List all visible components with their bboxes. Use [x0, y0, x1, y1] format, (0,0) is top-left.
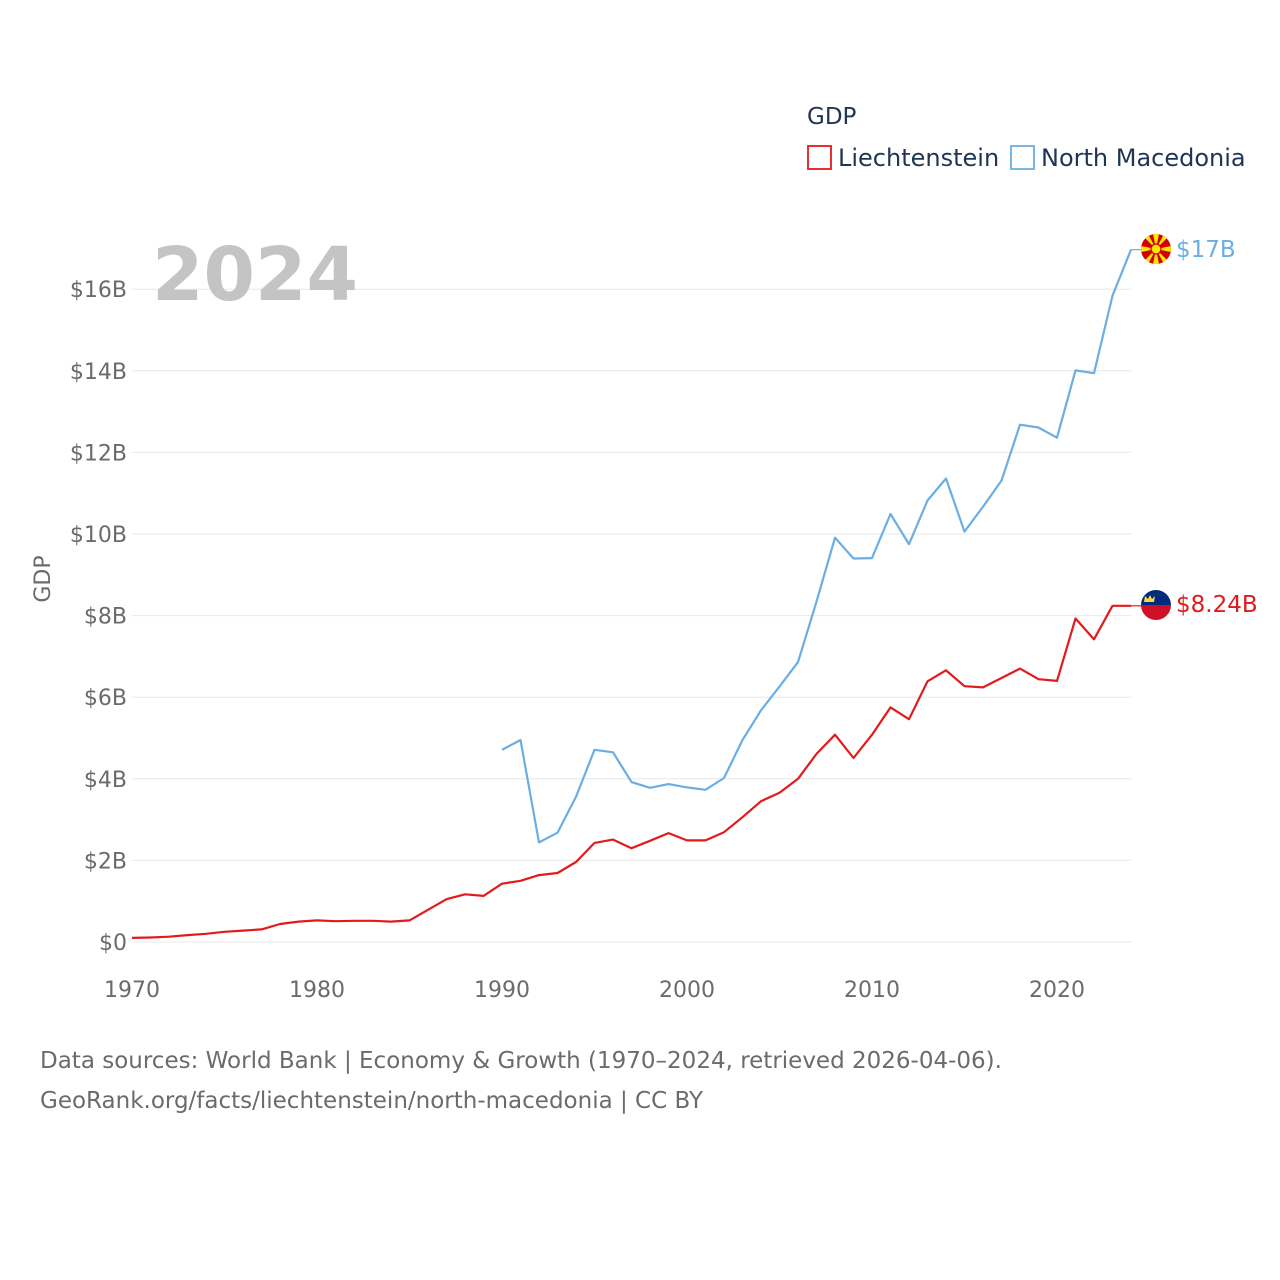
x-tick-label: 2010	[844, 978, 900, 1003]
x-tick-label: 1980	[289, 978, 345, 1003]
x-tick-label: 2000	[659, 978, 715, 1003]
series-lines	[131, 249, 1142, 939]
x-axis-ticks: 1970 1980 1990 2000 2010 2020	[104, 978, 1085, 1003]
series-line-north-macedonia[interactable]	[501, 249, 1133, 844]
y-tick-label: $2B	[84, 849, 127, 874]
end-label-north-macedonia: $17B	[1176, 237, 1236, 263]
y-axis-label: GDP	[31, 555, 56, 602]
north-macedonia-flag-icon	[1141, 234, 1171, 264]
legend-swatch-liechtenstein[interactable]	[807, 145, 832, 170]
y-tick-label: $6B	[84, 686, 127, 711]
y-tick-label: $4B	[84, 768, 127, 793]
source-line-2[interactable]: GeoRank.org/facts/liechtenstein/north-ma…	[40, 1088, 704, 1114]
series-line-liechtenstein[interactable]	[131, 604, 1131, 939]
x-tick-label: 1990	[474, 978, 530, 1003]
legend-swatch-north-macedonia[interactable]	[1010, 145, 1035, 170]
end-label-liechtenstein: $8.24B	[1176, 592, 1258, 618]
y-tick-label: $16B	[70, 278, 127, 303]
y-tick-label: $8B	[84, 605, 127, 630]
y-tick-label: $14B	[70, 360, 127, 385]
liechtenstein-flag-icon	[1141, 590, 1171, 620]
source-line-1: Data sources: World Bank | Economy & Gro…	[40, 1048, 1002, 1074]
legend: GDP Liechtenstein North Macedonia	[807, 104, 1246, 172]
y-tick-label: $10B	[70, 523, 127, 548]
gridlines	[132, 288, 1131, 943]
year-label: 2024	[152, 232, 358, 318]
legend-label-liechtenstein[interactable]: Liechtenstein	[838, 144, 999, 172]
y-tick-label: $0	[99, 931, 127, 956]
x-tick-label: 2020	[1029, 978, 1085, 1003]
y-tick-label: $12B	[70, 441, 127, 466]
x-tick-label: 1970	[104, 978, 160, 1003]
y-axis-ticks: $0 $2B $4B $6B $8B $10B $12B $14B $16B	[70, 278, 127, 956]
legend-title: GDP	[807, 104, 857, 130]
legend-label-north-macedonia[interactable]: North Macedonia	[1041, 144, 1246, 172]
